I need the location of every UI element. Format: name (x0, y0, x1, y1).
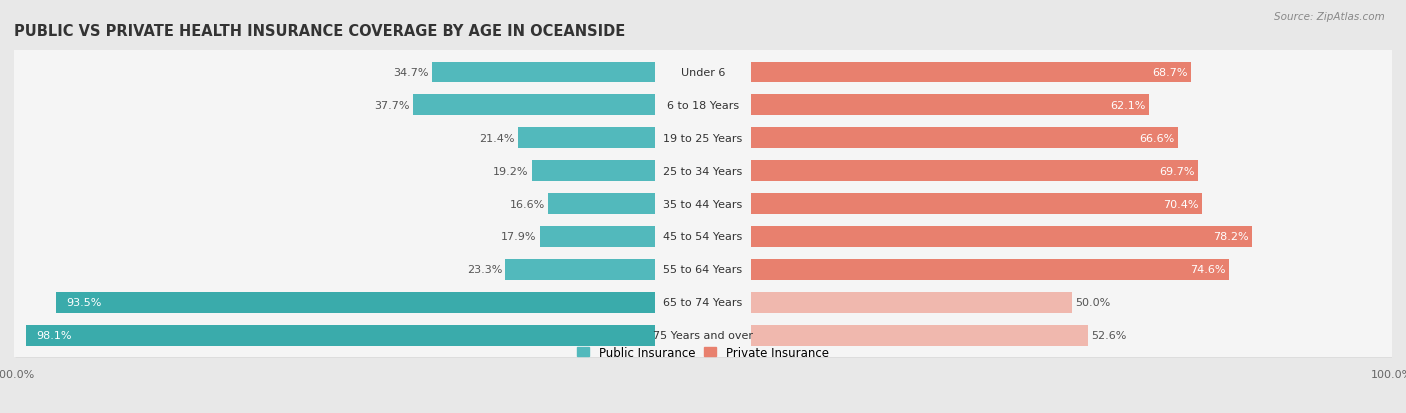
FancyBboxPatch shape (13, 215, 1393, 259)
Text: 19.2%: 19.2% (494, 166, 529, 176)
Text: 19 to 25 Years: 19 to 25 Years (664, 133, 742, 143)
Text: 55 to 64 Years: 55 to 64 Years (664, 265, 742, 275)
Bar (751, 325, 1088, 346)
FancyBboxPatch shape (13, 183, 1393, 226)
Text: 23.3%: 23.3% (467, 265, 502, 275)
Text: 6 to 18 Years: 6 to 18 Years (666, 100, 740, 110)
FancyBboxPatch shape (14, 52, 1396, 95)
FancyBboxPatch shape (14, 117, 1396, 161)
Text: 68.7%: 68.7% (1153, 68, 1188, 78)
Text: 16.6%: 16.6% (510, 199, 546, 209)
Text: 70.4%: 70.4% (1163, 199, 1199, 209)
FancyBboxPatch shape (13, 51, 1393, 94)
Text: 98.1%: 98.1% (37, 330, 72, 340)
Text: 74.6%: 74.6% (1191, 265, 1226, 275)
FancyBboxPatch shape (13, 281, 1393, 324)
FancyBboxPatch shape (13, 116, 1393, 160)
FancyBboxPatch shape (14, 216, 1396, 259)
Bar (433, 62, 655, 83)
Text: 66.6%: 66.6% (1139, 133, 1174, 143)
Bar (517, 128, 655, 149)
Text: 62.1%: 62.1% (1111, 100, 1146, 110)
Bar (751, 95, 1149, 116)
FancyBboxPatch shape (14, 150, 1396, 194)
Text: 45 to 54 Years: 45 to 54 Years (664, 232, 742, 242)
Text: 69.7%: 69.7% (1159, 166, 1194, 176)
Text: 65 to 74 Years: 65 to 74 Years (664, 298, 742, 308)
Bar (751, 161, 1198, 181)
FancyBboxPatch shape (14, 183, 1396, 226)
Text: 17.9%: 17.9% (501, 232, 537, 242)
Text: 25 to 34 Years: 25 to 34 Years (664, 166, 742, 176)
Bar (751, 292, 1071, 313)
Bar (506, 260, 655, 280)
Bar (751, 194, 1202, 214)
Text: Source: ZipAtlas.com: Source: ZipAtlas.com (1274, 12, 1385, 22)
Text: 21.4%: 21.4% (478, 133, 515, 143)
Bar (540, 227, 655, 247)
Bar (751, 128, 1178, 149)
Text: Under 6: Under 6 (681, 68, 725, 78)
Bar (548, 194, 655, 214)
FancyBboxPatch shape (13, 248, 1393, 292)
Bar (413, 95, 655, 116)
Text: 37.7%: 37.7% (374, 100, 409, 110)
FancyBboxPatch shape (13, 314, 1393, 357)
Text: PUBLIC VS PRIVATE HEALTH INSURANCE COVERAGE BY AGE IN OCEANSIDE: PUBLIC VS PRIVATE HEALTH INSURANCE COVER… (14, 24, 626, 39)
FancyBboxPatch shape (14, 84, 1396, 128)
FancyBboxPatch shape (14, 314, 1396, 358)
Text: 78.2%: 78.2% (1213, 232, 1249, 242)
Bar (751, 260, 1229, 280)
Bar (751, 227, 1253, 247)
FancyBboxPatch shape (13, 150, 1393, 193)
FancyBboxPatch shape (14, 282, 1396, 325)
Text: 34.7%: 34.7% (394, 68, 429, 78)
Bar (531, 161, 655, 181)
Text: 52.6%: 52.6% (1091, 330, 1128, 340)
Legend: Public Insurance, Private Insurance: Public Insurance, Private Insurance (572, 342, 834, 364)
Text: 35 to 44 Years: 35 to 44 Years (664, 199, 742, 209)
Bar (27, 325, 655, 346)
Bar (56, 292, 655, 313)
FancyBboxPatch shape (13, 84, 1393, 127)
Text: 50.0%: 50.0% (1076, 298, 1111, 308)
FancyBboxPatch shape (14, 249, 1396, 292)
Text: 93.5%: 93.5% (66, 298, 101, 308)
Text: 75 Years and over: 75 Years and over (652, 330, 754, 340)
Bar (751, 62, 1191, 83)
